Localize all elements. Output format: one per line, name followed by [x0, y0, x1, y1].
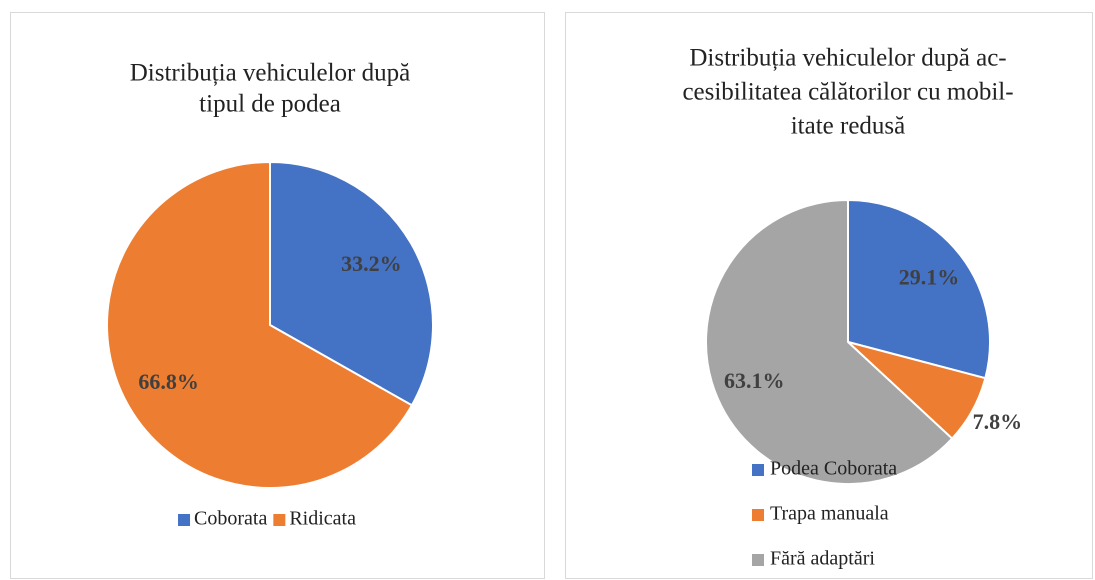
data-label: 33.2% — [341, 251, 402, 276]
data-label: 63.1% — [724, 368, 785, 393]
legend-swatch — [273, 514, 286, 526]
pie-slice — [269, 160, 434, 407]
pie-slice — [705, 198, 954, 485]
legend-label: Podea Coborata — [770, 458, 897, 480]
chart-title: tipul de podea — [199, 91, 341, 118]
legend-swatch — [752, 554, 764, 566]
chart-title: Distribuția vehiculelor după — [130, 60, 410, 87]
chart-title: Distribuția vehiculelor după ac- — [689, 45, 1006, 72]
legend-label: Coborata — [194, 508, 267, 530]
chart-title: cesibilitatea călătorilor cu mobil- — [682, 79, 1013, 106]
data-label: 7.8% — [973, 409, 1023, 434]
legend-label: Ridicata — [289, 508, 356, 530]
legend-swatch — [752, 509, 764, 521]
legend-swatch — [752, 464, 764, 476]
legend-swatch — [178, 514, 191, 526]
pie-slice — [106, 160, 414, 489]
data-label: 66.8% — [138, 369, 199, 394]
legend-label: Fără adaptări — [770, 548, 875, 570]
pie-slice — [847, 198, 991, 380]
chart-title: itate redusă — [791, 113, 906, 140]
legend-label: Trapa manuala — [770, 503, 889, 525]
data-label: 29.1% — [899, 265, 960, 290]
